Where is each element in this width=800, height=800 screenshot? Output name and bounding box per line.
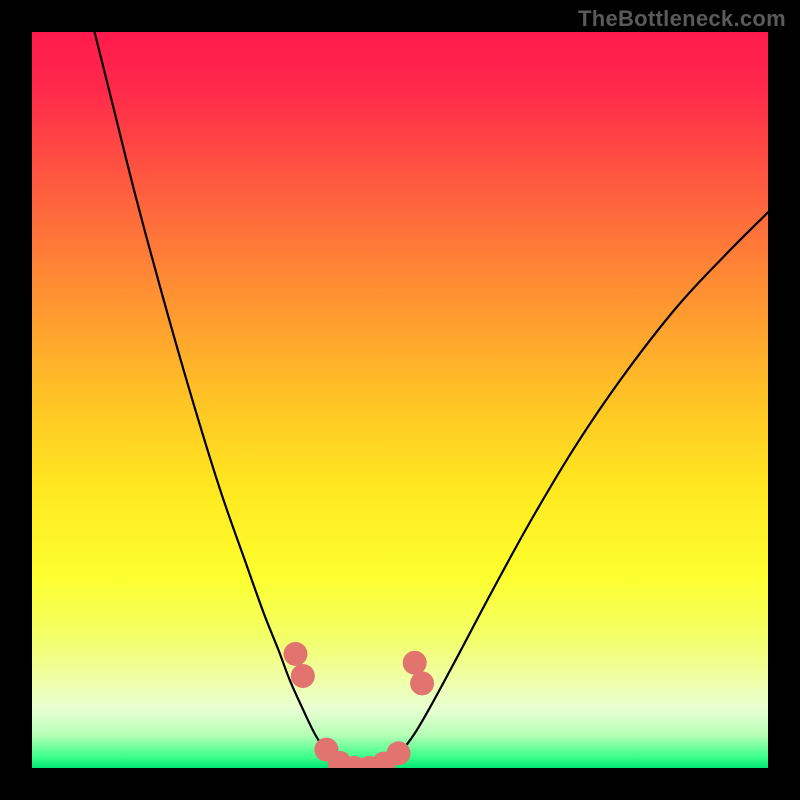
data-marker (283, 642, 307, 666)
data-marker (387, 741, 411, 765)
data-marker (410, 671, 434, 695)
bottleneck-chart (0, 0, 800, 800)
watermark-text: TheBottleneck.com (578, 6, 786, 32)
figure-root: TheBottleneck.com (0, 0, 800, 800)
data-marker (291, 664, 315, 688)
plot-background (32, 32, 768, 768)
data-marker (403, 651, 427, 675)
